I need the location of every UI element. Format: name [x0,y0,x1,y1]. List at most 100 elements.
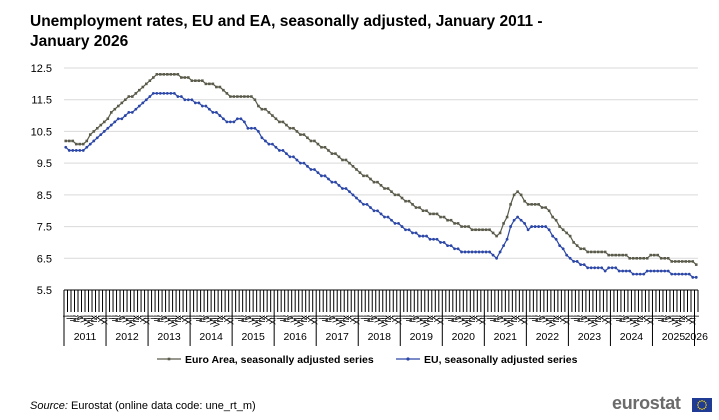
data-point [236,95,239,98]
data-point [670,260,674,263]
data-point [173,73,176,76]
month-tick-label: IV [156,314,165,322]
data-point [351,165,355,168]
data-point [358,199,362,203]
data-point [253,98,257,102]
year-label: 2026 [685,331,709,343]
month-tick-label: III [153,315,162,322]
data-point [488,228,491,232]
data-point [575,244,579,247]
data-point [614,253,617,257]
month-tick-label: VIII [170,315,179,327]
month-tick-label: V [76,314,85,320]
data-point [78,149,82,152]
data-point [292,155,295,159]
data-point [663,256,667,260]
data-point [208,82,211,86]
month-tick-label: II [486,315,495,319]
data-point [264,107,267,111]
data-point [631,256,635,260]
month-tick-label: XI [307,315,316,323]
month-tick-label: VII [503,315,512,325]
data-point [295,158,299,162]
data-point [540,225,544,228]
data-point [502,222,505,225]
month-tick-label: VII [83,315,92,325]
line-chart: 12.511.510.59.58.57.56.55.5 IIIIIIIVVVIV… [31,63,709,366]
data-point [267,111,271,114]
data-point [456,222,460,225]
flag-star [697,404,699,406]
month-tick-label: XI [139,315,148,323]
data-point [677,260,681,263]
data-point [204,104,208,108]
month-tick-label: VI [121,315,130,323]
data-point [176,95,180,98]
data-point [498,250,502,254]
month-tick-label: VII [419,315,428,325]
month-tick-label: II [317,315,326,319]
data-point [358,171,362,174]
month-tick-label: VIII [633,315,642,327]
data-point [390,190,393,193]
month-tick-label: VIII [675,315,684,327]
data-point [309,139,313,143]
data-point [502,244,505,248]
data-point [302,161,306,165]
data-point [460,225,463,228]
month-tick-label: III [237,315,246,322]
flag-star [704,402,707,404]
month-tick-label: XII [437,315,446,325]
month-tick-label: X [430,314,439,320]
data-point [337,155,341,159]
data-point [106,117,110,121]
data-point [530,203,533,206]
data-point [691,275,695,279]
data-point [649,269,653,273]
data-point [127,111,131,114]
data-point [74,142,78,146]
data-point [432,237,435,241]
month-tick-label: XI [601,315,610,323]
month-tick-label: VII [671,315,680,325]
month-tick-label: XII [268,315,277,325]
year-label: 2018 [368,331,392,343]
data-point [407,199,411,203]
month-tick-label: XII [605,315,614,325]
month-tick-label: V [160,314,169,320]
month-tick-label: III [321,315,330,322]
data-point [628,269,632,273]
data-point [642,256,646,260]
month-tick-label: XII [521,315,530,325]
data-point [67,149,71,152]
month-tick-label: IV [282,314,291,322]
month-tick-label: IX [594,314,603,322]
data-point [694,263,698,266]
flag-star [703,407,705,410]
data-point [64,145,68,149]
month-tick-label: VII [167,315,176,325]
month-tick-label: IX [174,314,183,322]
month-tick-label: VI [542,315,551,323]
legend-label: EU, seasonally adjusted series [424,354,578,366]
data-point [673,272,677,276]
month-tick-label: II [191,315,200,319]
month-tick-label: X [135,314,144,320]
month-tick-label: VIII [212,315,221,327]
month-tick-label: IX [468,314,477,322]
data-point [442,241,446,244]
year-label: 2017 [326,331,350,343]
data-point [379,184,383,187]
month-tick-label: VI [500,315,509,323]
data-point [435,212,439,216]
month-tick-label: VIII [507,315,516,327]
year-label: 2024 [620,331,644,343]
month-tick-label: XII [226,315,235,325]
data-point [589,266,593,270]
month-tick-label: XI [97,315,106,323]
data-point [222,88,225,92]
data-point [407,228,411,232]
data-point [131,95,134,98]
data-point [596,266,600,270]
month-tick-label: VIII [338,315,347,327]
